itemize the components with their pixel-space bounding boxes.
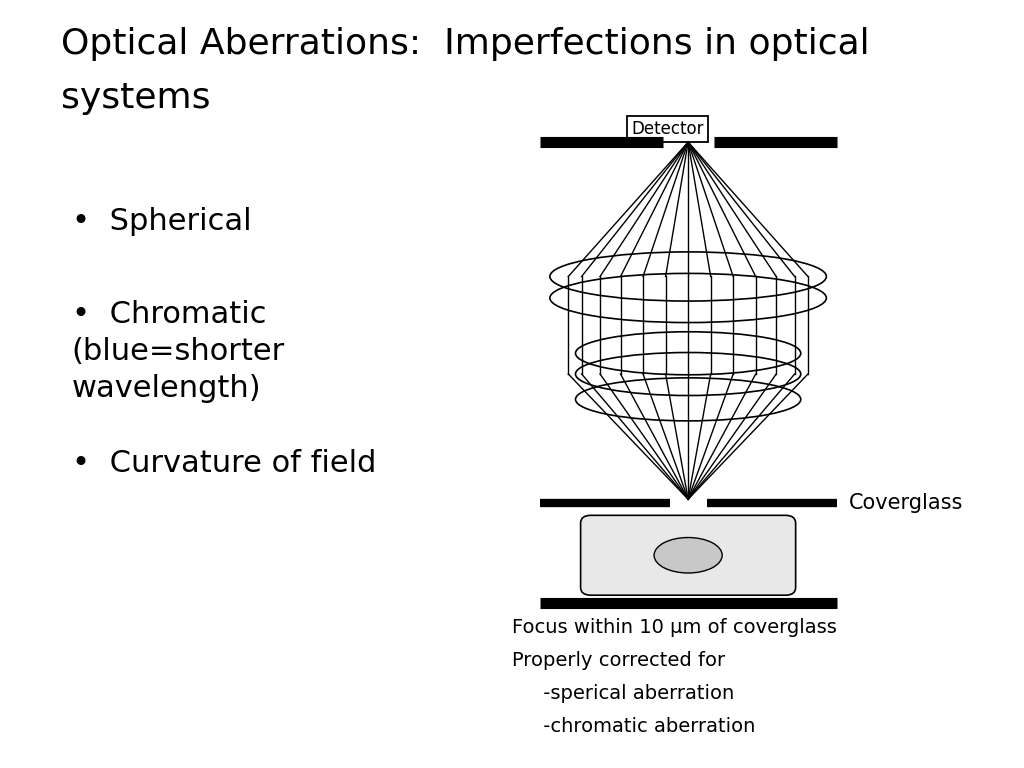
Text: Properly corrected for: Properly corrected for [512,651,725,670]
Text: Coverglass: Coverglass [849,493,964,513]
Text: Optical Aberrations:  Imperfections in optical: Optical Aberrations: Imperfections in op… [61,27,870,61]
Text: systems: systems [61,81,211,114]
FancyBboxPatch shape [581,515,796,595]
Text: Detector: Detector [632,121,703,138]
Ellipse shape [654,538,722,573]
Text: Focus within 10 μm of coverglass: Focus within 10 μm of coverglass [512,618,837,637]
Text: •  Spherical: • Spherical [72,207,251,237]
Text: •  Curvature of field: • Curvature of field [72,449,376,478]
Text: •  Chromatic
(blue=shorter
wavelength): • Chromatic (blue=shorter wavelength) [72,300,285,402]
Text: -chromatic aberration: -chromatic aberration [512,717,756,737]
Text: -sperical aberration: -sperical aberration [512,684,734,703]
